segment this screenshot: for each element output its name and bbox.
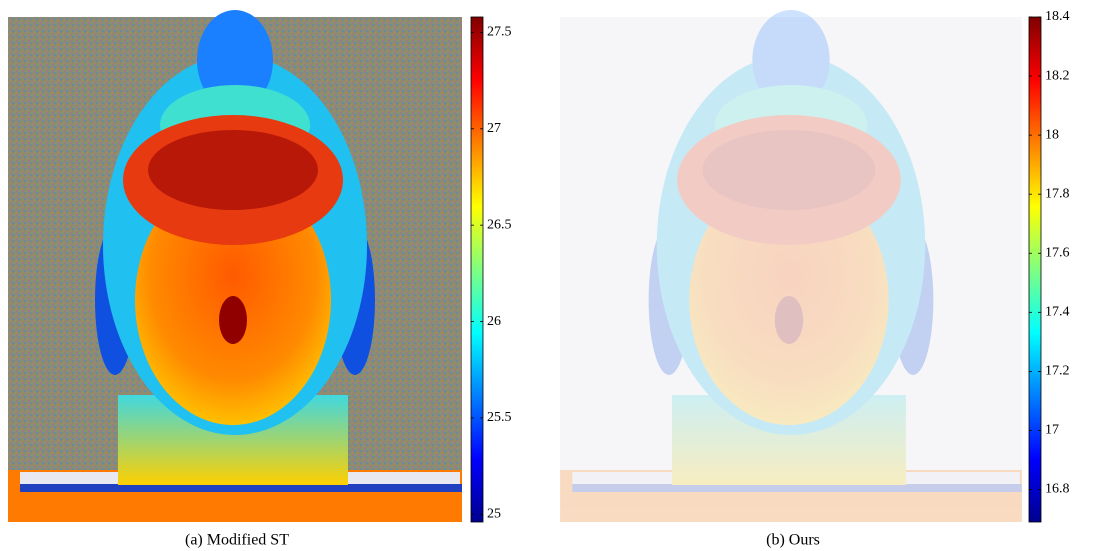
colorbar-tick-label: 17.2 — [1045, 364, 1070, 379]
colorbar-tick-label: 17.6 — [1045, 245, 1070, 260]
colorbar-tick-label: 18.2 — [1045, 68, 1070, 83]
caption: (a) Modified ST — [185, 532, 289, 549]
colorbar — [471, 17, 483, 522]
colorbar-tick-label: 25 — [487, 507, 501, 522]
colorbar-tick-label: 25.5 — [487, 410, 512, 425]
colorbar-tick-label: 16.8 — [1045, 482, 1070, 497]
colorbar-tick-label: 17 — [1045, 423, 1059, 438]
colorbar-tick-label: 26.5 — [487, 217, 512, 232]
colorbar-tick-label: 27.5 — [487, 25, 512, 40]
colorbar-tick-label: 27 — [487, 121, 501, 136]
colorbar-tick-label: 18 — [1045, 127, 1059, 142]
figure: 25 25.5 26 26.5 27 27.5 (a) Modified ST 16.8 17 1… — [0, 0, 1096, 551]
colorbar-tick-label: 18.4 — [1045, 9, 1070, 24]
colorbar — [1029, 17, 1041, 522]
caption: (b) Ours — [766, 532, 820, 549]
colorbar-tick-label: 26 — [487, 314, 501, 329]
colorbar-tick-label: 17.4 — [1045, 305, 1070, 320]
colorbar-tick-label: 17.8 — [1045, 186, 1070, 201]
